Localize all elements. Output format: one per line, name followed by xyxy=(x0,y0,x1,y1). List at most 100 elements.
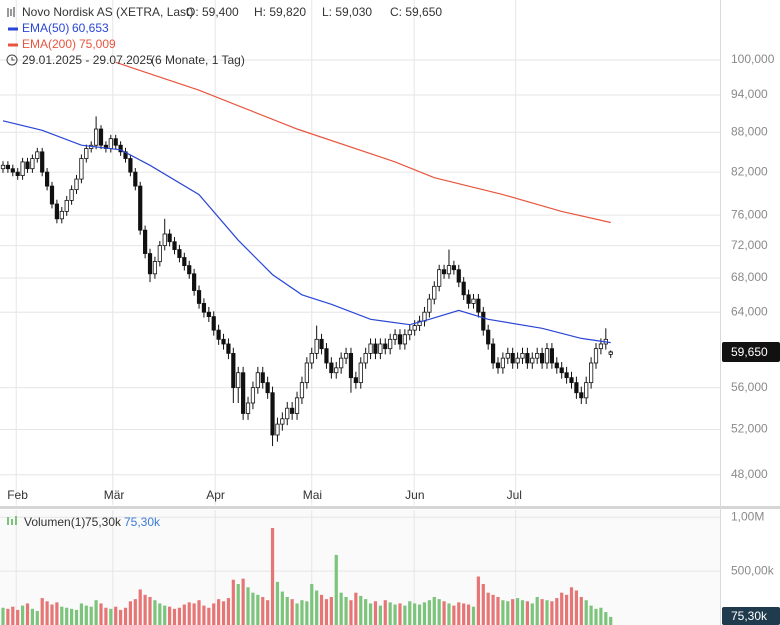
volume-bar xyxy=(207,607,211,625)
candle-body xyxy=(343,352,349,359)
volume-bar xyxy=(133,599,137,625)
volume-bar xyxy=(329,596,333,625)
candle-body xyxy=(329,362,334,374)
candle-body xyxy=(535,352,540,359)
y-tick-label: 1,00M xyxy=(731,509,764,523)
candle-body xyxy=(25,161,30,170)
volume-bar xyxy=(148,596,152,625)
volume-bar xyxy=(187,602,191,625)
candle-body xyxy=(294,397,300,414)
candle-body xyxy=(64,200,69,212)
volume-bar xyxy=(212,603,216,625)
volume-bar xyxy=(99,603,103,625)
candle-body xyxy=(84,148,89,159)
candle-body xyxy=(510,352,515,364)
volume-tag-label: 75,30k xyxy=(731,609,768,623)
volume-bar xyxy=(221,601,226,625)
y-tick-label: 88,000 xyxy=(731,124,768,138)
volume-bar xyxy=(550,601,554,625)
candle-body xyxy=(461,281,466,296)
candle-body xyxy=(304,362,309,384)
y-tick-label: 68,000 xyxy=(731,270,768,284)
candle-body xyxy=(275,423,280,436)
y-tick-label: 72,000 xyxy=(731,238,768,252)
volume-bar xyxy=(476,576,480,625)
x-tick-label: Feb xyxy=(7,488,28,502)
candle-body xyxy=(147,253,153,275)
y-tick-label: 76,000 xyxy=(731,207,768,221)
candle-body xyxy=(44,171,50,187)
candle-body xyxy=(476,298,481,313)
volume-bar xyxy=(266,600,270,625)
volume-icon xyxy=(11,519,13,525)
candle-body xyxy=(324,348,329,364)
legend-label: EMA(200) xyxy=(22,37,76,51)
volume-bar xyxy=(261,596,265,625)
candle-body xyxy=(593,348,599,364)
volume-bar xyxy=(305,601,309,625)
volume-bar xyxy=(55,602,59,625)
volume-bar xyxy=(109,608,113,625)
volume-bar xyxy=(388,602,392,625)
legend-value: 75,009 xyxy=(79,37,116,51)
candle-body xyxy=(515,357,520,364)
labels: Novo Nordisk AS (XETRA, Last) O: 59,400 … xyxy=(6,5,780,625)
volume-bar xyxy=(564,594,569,625)
legend-value: 60,653 xyxy=(72,21,109,35)
candle-body xyxy=(407,329,412,336)
volume-bar xyxy=(349,600,353,625)
volume-bar xyxy=(256,594,260,625)
x-tick-label: Apr xyxy=(206,488,225,502)
candle-body xyxy=(549,348,554,364)
candle-body xyxy=(525,352,530,364)
candle-body xyxy=(451,265,456,271)
candle-body xyxy=(118,144,123,153)
candle-body xyxy=(505,352,510,359)
candle-body xyxy=(172,241,177,250)
candle-body xyxy=(177,249,182,258)
volume-bar xyxy=(182,604,186,625)
ohlc-high: H: 59,820 xyxy=(254,5,306,19)
volume-bar xyxy=(457,602,461,625)
y-tick-label: 48,000 xyxy=(731,467,768,481)
candle-body xyxy=(20,161,25,176)
volume-bar xyxy=(471,606,476,625)
candle-body xyxy=(182,257,187,267)
marks xyxy=(0,61,613,625)
candle-body xyxy=(245,402,251,414)
candle-body xyxy=(280,418,285,425)
volume-bar xyxy=(217,599,221,625)
volume-bar xyxy=(535,596,539,625)
volume-bar xyxy=(20,605,25,625)
volume-bar xyxy=(373,601,378,625)
volume-bar xyxy=(378,605,382,625)
candle-body xyxy=(128,158,133,173)
volume-bar xyxy=(153,600,157,625)
volume-bar xyxy=(584,600,588,625)
volume-tag xyxy=(722,607,780,625)
volume-bar xyxy=(339,592,343,625)
volume-bar xyxy=(354,592,358,625)
ohlc-open: O: 59,400 xyxy=(186,5,239,19)
candle-body xyxy=(49,185,55,205)
volume-bar xyxy=(40,598,44,625)
candle-body xyxy=(265,382,270,394)
candle-body xyxy=(314,338,319,354)
volume-bar xyxy=(359,595,363,625)
volume-bar xyxy=(466,604,471,625)
candle-body xyxy=(446,265,452,275)
volume-bar xyxy=(74,609,79,625)
volume-bar xyxy=(530,603,534,625)
logo-icon xyxy=(7,7,15,17)
candle-body xyxy=(94,128,99,146)
chart-title: Novo Nordisk AS (XETRA, Last) xyxy=(22,5,193,19)
volume-bar xyxy=(427,600,431,625)
ohlc-close: C: 59,650 xyxy=(390,5,442,19)
candle-body xyxy=(427,298,432,313)
candle-body xyxy=(589,362,594,384)
candle-body xyxy=(309,352,314,364)
ohlc-low: L: 59,030 xyxy=(322,5,372,19)
volume-bar xyxy=(515,598,520,625)
volume-bar xyxy=(241,578,245,625)
candle-body xyxy=(466,294,471,304)
